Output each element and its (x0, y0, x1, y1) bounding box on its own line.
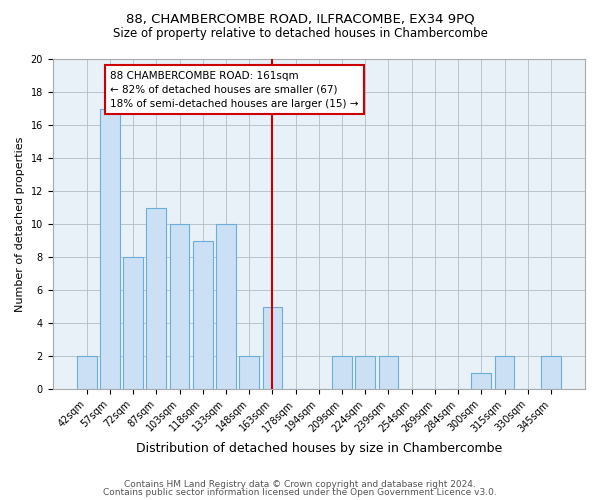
Bar (472, 372, 491, 389)
Text: Size of property relative to detached houses in Chambercombe: Size of property relative to detached ho… (113, 28, 487, 40)
Bar (77, 356, 97, 389)
Y-axis label: Number of detached properties: Number of detached properties (15, 136, 25, 312)
Text: 88 CHAMBERCOMBE ROAD: 161sqm
← 82% of detached houses are smaller (67)
18% of se: 88 CHAMBERCOMBE ROAD: 161sqm ← 82% of de… (110, 70, 358, 108)
Bar (332, 356, 352, 389)
Bar (379, 356, 398, 389)
Bar (123, 257, 143, 389)
Bar (216, 224, 236, 389)
Text: 88, CHAMBERCOMBE ROAD, ILFRACOMBE, EX34 9PQ: 88, CHAMBERCOMBE ROAD, ILFRACOMBE, EX34 … (125, 12, 475, 26)
Bar (541, 356, 561, 389)
Bar (494, 356, 514, 389)
Bar (355, 356, 375, 389)
Bar (239, 356, 259, 389)
Text: Contains HM Land Registry data © Crown copyright and database right 2024.: Contains HM Land Registry data © Crown c… (124, 480, 476, 489)
Bar (146, 208, 166, 389)
Bar (100, 108, 120, 389)
Bar (193, 240, 212, 389)
X-axis label: Distribution of detached houses by size in Chambercombe: Distribution of detached houses by size … (136, 442, 502, 455)
Bar (170, 224, 190, 389)
Text: Contains public sector information licensed under the Open Government Licence v3: Contains public sector information licen… (103, 488, 497, 497)
Bar (263, 306, 282, 389)
